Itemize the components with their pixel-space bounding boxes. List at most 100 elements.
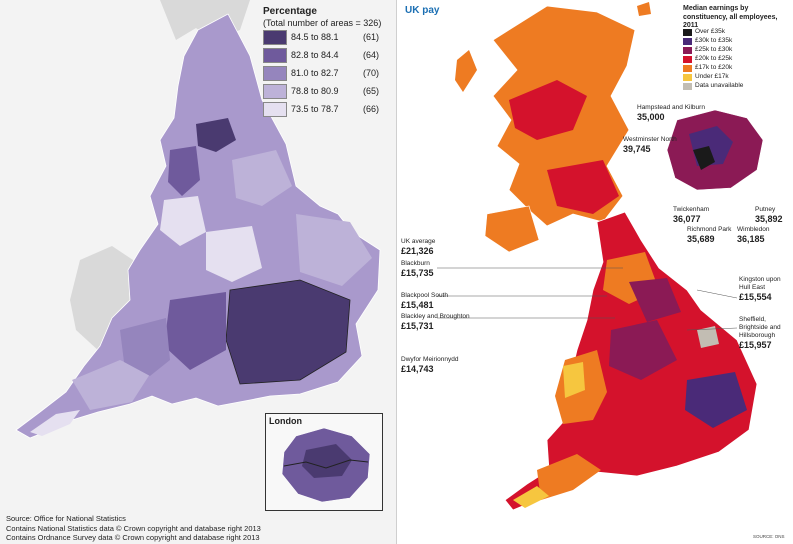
legend-count: (65) <box>363 86 380 96</box>
annotation-name: Hampstead and Kilburn <box>637 104 705 111</box>
england-map <box>15 0 381 439</box>
region-southeast-dark <box>225 279 351 385</box>
legend-label: Data unavailable <box>695 82 744 89</box>
annotation-name: Putney <box>755 206 776 213</box>
annotation-twickenham: Twickenham 36,077 <box>673 206 709 224</box>
annotation-value: 35,892 <box>755 214 783 224</box>
northern-ireland <box>484 205 540 253</box>
london-thames <box>283 459 369 469</box>
southwest-orange <box>537 454 601 500</box>
region-wessex <box>120 318 170 376</box>
annotation-name: Westminster North <box>623 136 677 143</box>
region-yorks <box>232 150 292 206</box>
legend-count: (61) <box>363 32 380 42</box>
southwest-yellow <box>513 486 549 508</box>
southeast-purple <box>685 372 747 428</box>
london-inset-title: London <box>269 416 302 426</box>
annotation-value: 36,077 <box>673 214 701 224</box>
legend-swatch <box>263 84 287 99</box>
legend-swatch <box>263 102 287 117</box>
legend-range: 73.5 to 78.7 <box>291 104 339 114</box>
legend-count: (64) <box>363 50 380 60</box>
legend-swatch <box>683 74 692 81</box>
legend-range: 81.0 to 82.7 <box>291 68 339 78</box>
wales-yellow <box>563 362 585 398</box>
annotation-name: UK average <box>401 238 436 245</box>
legend-label: £17k to £20k <box>695 64 733 71</box>
london-inset-black <box>693 146 715 170</box>
legend-swatch <box>683 65 692 72</box>
legend-range: 78.8 to 80.9 <box>291 86 339 96</box>
region-south-mid <box>164 292 226 370</box>
region-southwest-light <box>72 360 150 410</box>
legend-label: £25k to £30k <box>695 46 733 53</box>
legend-swatch <box>263 30 287 45</box>
annotation-blackburn: Blackburn £15,735 <box>401 260 434 278</box>
legend-label: £20k to £25k <box>695 55 733 62</box>
annotation-value: £15,957 <box>739 340 772 350</box>
annotation-value: £15,731 <box>401 321 434 331</box>
annotation-putney: Putney 35,892 <box>755 206 783 224</box>
legend-count: (66) <box>363 104 380 114</box>
outer-hebrides <box>455 50 477 92</box>
annotation-name: Blackpool South <box>401 292 448 299</box>
region-midlands-light <box>206 226 262 282</box>
annotation-name: Blackley and Broughton <box>401 313 470 320</box>
legend-title: Percentage <box>263 6 317 17</box>
annotation-value: 35,689 <box>687 234 715 244</box>
annotation-name: Richmond Park <box>687 226 732 233</box>
annotation-richmond: Richmond Park 35,689 <box>687 226 731 244</box>
annotation-value: £15,481 <box>401 300 434 310</box>
legend-count: (70) <box>363 68 380 78</box>
annotation-wimbledon: Wimbledon 36,185 <box>737 226 770 244</box>
annotation-blackley: Blackley and Broughton £15,731 <box>401 313 470 331</box>
annotation-kingston-upon-hull: Kingston upon Hull East £15,554 <box>739 276 789 302</box>
yorkshire-purple <box>629 278 681 322</box>
uk-pay-map-panel: UK pay Median earnings by constituency, … <box>397 0 793 544</box>
annotation-name: Twickenham <box>673 206 710 213</box>
legend-swatch <box>683 38 692 45</box>
legend-subtitle: (Total number of areas = 326) <box>263 18 382 28</box>
data-unavailable-area <box>697 326 719 348</box>
region-north-dark <box>196 118 236 152</box>
legend-title: Median earnings by constituency, all emp… <box>683 5 778 29</box>
annotation-value: £15,554 <box>739 292 772 302</box>
region-cornwall <box>30 410 80 436</box>
annotation-name: Kingston upon Hull East <box>739 276 781 291</box>
leader-line <box>696 289 738 299</box>
scotland-highland-red <box>509 80 587 140</box>
legend-range: 84.5 to 88.1 <box>291 32 339 42</box>
annotation-dwyfor: Dwyfor Meirionnydd £14,743 <box>401 356 458 374</box>
london-inset-map <box>281 427 371 503</box>
annotation-value: 35,000 <box>637 112 665 122</box>
annotation-blackpool: Blackpool South £15,481 <box>401 292 448 310</box>
annotation-hampstead: Hampstead and Kilburn 35,000 <box>637 104 705 122</box>
annotation-name: Dwyfor Meirionnydd <box>401 356 459 363</box>
annotation-value: 36,185 <box>737 234 765 244</box>
annotation-value: £15,735 <box>401 268 434 278</box>
orkney <box>637 2 651 16</box>
annotation-name: Blackburn <box>401 260 430 267</box>
annotation-value: 39,745 <box>623 144 651 154</box>
region-north-mid <box>168 146 200 196</box>
annotation-value: £21,326 <box>401 246 434 256</box>
scotland-central-red <box>547 160 619 214</box>
legend-swatch <box>683 47 692 54</box>
region-northwest <box>160 196 206 246</box>
source-line: Contains National Statistics data © Crow… <box>6 524 261 533</box>
annotation-uk-average: UK average £21,326 <box>401 238 435 256</box>
london-center <box>302 444 352 478</box>
annotation-westminster: Westminster North 39,745 <box>623 136 677 154</box>
legend-swatch <box>683 83 692 90</box>
map-title: UK pay <box>405 5 440 16</box>
leader-line <box>686 327 738 331</box>
legend-swatch <box>263 66 287 81</box>
legend-label: Over £35k <box>695 28 725 35</box>
annotation-value: £14,743 <box>401 364 434 374</box>
annotation-name: Sheffield, Brightside and Hillsborough <box>739 316 781 339</box>
england-percentage-map-panel: Percentage (Total number of areas = 326)… <box>0 0 397 544</box>
midlands-mixed <box>609 320 677 380</box>
legend-swatch <box>683 56 692 63</box>
legend-label: £30k to £35k <box>695 37 733 44</box>
annotation-sheffield: Sheffield, Brightside and Hillsborough £1… <box>739 316 791 350</box>
